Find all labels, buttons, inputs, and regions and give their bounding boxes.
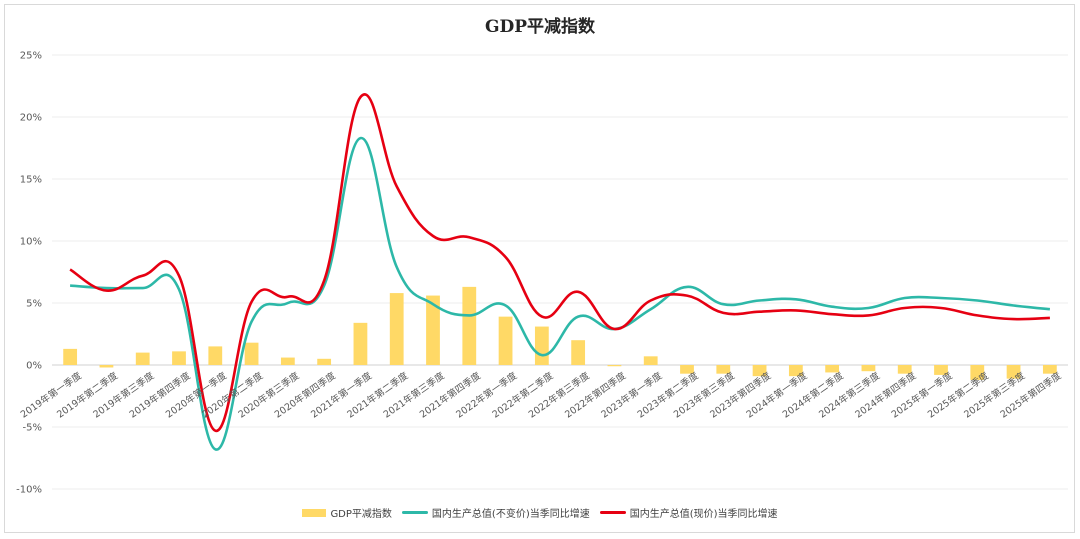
x-tick-label: 2020年第四季度: [272, 369, 338, 420]
x-tick-label: 2025年第一季度: [889, 369, 955, 420]
x-tick-label: 2021年第二季度: [345, 369, 411, 420]
bar: [244, 342, 259, 365]
x-tick-label: 2022年第三季度: [526, 369, 592, 420]
x-tick-label: 2019年第一季度: [18, 369, 84, 420]
chart-title: GDP平减指数: [484, 17, 596, 37]
legend-label: 国内生产总值(不变价)当季同比增速: [431, 509, 590, 520]
nominal-gdp-line: [69, 93, 1050, 432]
bar: [99, 365, 114, 368]
legend-item-real-gdp: 国内生产总值(不变价)当季同比增速: [401, 505, 590, 520]
bar: [498, 316, 513, 365]
bar: [353, 322, 368, 365]
bar: [825, 365, 840, 373]
bar: [426, 295, 440, 365]
line-series: [69, 93, 1051, 451]
chart-frame: [4, 4, 1075, 533]
bar: [643, 356, 658, 365]
legend-swatch-line: [401, 511, 428, 514]
x-tick-label: 2024年第三季度: [817, 369, 883, 420]
bar: [934, 365, 948, 375]
legend-swatch-line: [599, 511, 626, 514]
legend-swatch-bar: [302, 508, 327, 517]
x-tick-label: 2020年第三季度: [236, 369, 302, 420]
bar: [280, 357, 295, 365]
legend-item-deflator: GDP平减指数: [302, 505, 392, 520]
bar: [135, 352, 150, 365]
bar-series: [63, 286, 1057, 380]
bar: [788, 365, 803, 377]
y-tick-label: 15%: [20, 175, 42, 186]
y-tick-label: 5%: [26, 299, 42, 310]
x-tick-label: 2023年第二季度: [635, 369, 701, 420]
y-tick-label: -5%: [23, 423, 42, 434]
bar: [680, 365, 694, 374]
x-tick-label: 2022年第二季度: [490, 369, 556, 420]
x-tick-label: 2021年第一季度: [309, 369, 375, 420]
x-tick-label: 2021年第三季度: [381, 369, 447, 420]
y-tick-label: 10%: [20, 237, 42, 248]
bar: [462, 286, 477, 365]
x-tick-label: 2023年第三季度: [671, 369, 737, 420]
legend-label: GDP平减指数: [330, 509, 392, 520]
bar: [861, 365, 876, 372]
bar: [752, 365, 767, 377]
legend: GDP平减指数 国内生产总值(不变价)当季同比增速 国内生产总值(现价)当季同比…: [0, 505, 1080, 520]
x-tick-label: 2019年第四季度: [127, 369, 193, 420]
bar: [1006, 365, 1021, 379]
y-tick-label: -10%: [16, 485, 42, 496]
legend-label: 国内生产总值(现价)当季同比增速: [629, 509, 778, 520]
y-tick-label: 0%: [26, 361, 42, 372]
y-tick-label: 20%: [20, 113, 42, 124]
y-axis: -10% -5% 0% 5% 10% 15% 20% 25%: [16, 51, 42, 496]
bar: [208, 346, 223, 365]
x-tick-label: 2022年第一季度: [454, 369, 520, 420]
x-tick-label: 2024年第四季度: [853, 369, 919, 420]
x-tick-label: 2019年第三季度: [91, 369, 157, 420]
bar: [534, 326, 549, 365]
legend-item-nominal-gdp: 国内生产总值(现价)当季同比增速: [599, 505, 778, 520]
x-tick-label: 2021年第四季度: [417, 369, 483, 420]
bar: [897, 365, 912, 374]
bar: [970, 365, 985, 380]
bar: [317, 358, 332, 365]
y-tick-label: 25%: [20, 51, 42, 62]
x-tick-label: 2025年第二季度: [925, 369, 991, 420]
x-tick-label: 2019年第二季度: [55, 369, 121, 420]
x-tick-label: 2022年第四季度: [563, 369, 629, 420]
bar: [607, 365, 622, 367]
bar: [716, 365, 731, 374]
grid-lines: [52, 54, 1068, 490]
x-tick-label: 2023年第四季度: [708, 369, 774, 420]
x-tick-label: 2024年第一季度: [744, 369, 810, 420]
bar: [172, 351, 186, 365]
real-gdp-line: [70, 136, 1051, 451]
x-tick-label: 2023年第一季度: [599, 369, 665, 420]
bar: [571, 340, 586, 365]
bar: [63, 348, 78, 365]
x-tick-label: 2024年第二季度: [780, 369, 846, 420]
bar: [389, 293, 404, 365]
bar: [1042, 365, 1057, 374]
